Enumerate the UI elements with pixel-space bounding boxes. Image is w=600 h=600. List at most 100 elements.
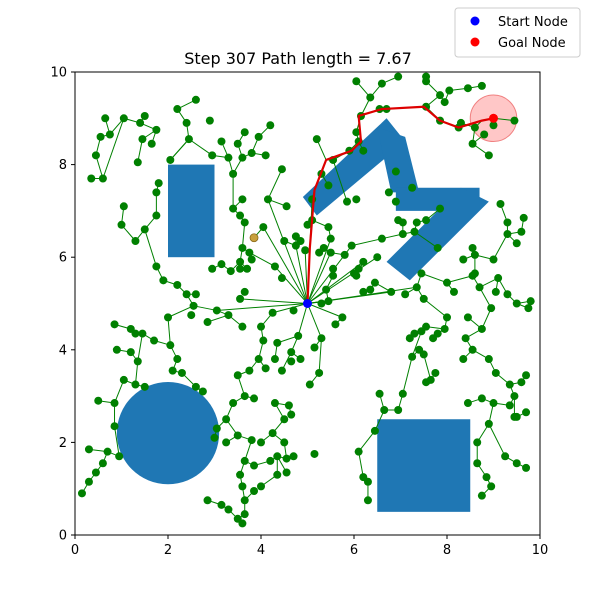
tree-node: [417, 327, 426, 336]
tree-node: [238, 519, 247, 528]
tree-node: [489, 255, 498, 264]
tree-node: [245, 248, 254, 257]
tree-edge: [421, 272, 448, 284]
tree-node: [154, 179, 163, 188]
tree-node: [164, 313, 172, 322]
tree-node: [510, 116, 519, 125]
tree-node: [238, 322, 247, 331]
tree-nodes-layer: [77, 72, 535, 528]
tree-node: [440, 98, 449, 107]
x-tick-label: 2: [164, 543, 172, 558]
tree-node: [257, 322, 265, 331]
tree-node: [263, 195, 272, 204]
tree-node: [489, 121, 498, 130]
tree-node: [110, 422, 119, 431]
tree-node: [408, 352, 417, 361]
tree-node: [503, 290, 512, 299]
tree-node: [468, 345, 477, 354]
tree-node: [487, 482, 496, 491]
tree-node: [512, 299, 521, 308]
tree-node: [370, 278, 379, 287]
tree-node: [436, 91, 445, 100]
tree-node: [189, 301, 198, 310]
tree-node: [417, 269, 426, 278]
tree-node: [91, 468, 100, 477]
tree-node: [363, 477, 372, 486]
tree-node: [354, 447, 363, 456]
tree-edge: [216, 303, 308, 311]
y-tick-label: 10: [50, 66, 67, 81]
tree-node: [343, 197, 352, 206]
tree-node: [238, 153, 247, 162]
legend-box: [454, 7, 581, 58]
tree-node: [366, 285, 375, 294]
tree-node: [240, 128, 249, 137]
tree-edge: [144, 229, 157, 267]
tree-node: [98, 459, 107, 468]
tree-node: [496, 199, 505, 208]
tree-node: [324, 223, 333, 232]
tree-node: [384, 188, 393, 197]
tree-node: [419, 350, 428, 359]
tree-node: [429, 334, 438, 343]
tree-node: [512, 412, 521, 421]
tree-node: [243, 264, 252, 273]
tree-node: [87, 174, 96, 183]
tree-node: [259, 223, 268, 232]
tree-node: [326, 248, 335, 257]
tree-node: [433, 243, 442, 252]
obstacle-polygon: [302, 118, 406, 216]
tree-node: [329, 271, 338, 280]
tree-node: [115, 452, 124, 461]
tree-edge: [358, 430, 376, 452]
tree-node: [370, 426, 379, 435]
tree-node: [482, 473, 491, 482]
tree-node: [431, 368, 440, 377]
tree-node: [477, 491, 486, 500]
tree-node: [443, 278, 451, 287]
tree-node: [247, 436, 256, 445]
tree-node: [119, 375, 128, 384]
tree-node: [280, 236, 289, 245]
tree-node: [352, 77, 361, 86]
tree-node: [377, 79, 386, 88]
tree-node: [77, 489, 86, 498]
tree-edge: [169, 138, 190, 161]
tree-node: [359, 287, 368, 296]
tree-node: [229, 204, 238, 213]
tree-node: [470, 269, 479, 278]
tree-node: [205, 116, 214, 125]
tree-node: [475, 283, 484, 292]
tree-node: [419, 294, 428, 303]
tree-node: [331, 320, 340, 329]
tree-node: [380, 405, 389, 414]
tree-node: [280, 438, 289, 447]
legend-start-marker: [470, 16, 480, 26]
tree-node: [524, 304, 533, 313]
tree-node: [233, 371, 242, 380]
obstacle-polygon: [386, 187, 489, 281]
tree-node: [491, 368, 500, 377]
tree-node: [352, 195, 361, 204]
tree-node: [359, 257, 368, 266]
tree-node: [126, 348, 135, 357]
tree-node: [245, 366, 254, 375]
obstacles-layer: [116, 118, 489, 512]
tree-edge: [351, 238, 383, 247]
tree-node: [217, 137, 226, 146]
tree-node: [273, 452, 282, 461]
tree-node: [238, 243, 247, 252]
tree-node: [394, 72, 403, 81]
tree-edge: [414, 231, 438, 249]
tree-node: [208, 151, 217, 160]
tree-node: [282, 454, 291, 463]
tree-node: [98, 174, 107, 183]
tree-node: [282, 202, 291, 211]
tree-node: [131, 236, 140, 245]
tree-node: [463, 84, 472, 93]
tree-node: [152, 211, 161, 220]
tree-node: [398, 230, 407, 239]
tree-node: [270, 262, 279, 271]
tree-node: [236, 470, 245, 479]
